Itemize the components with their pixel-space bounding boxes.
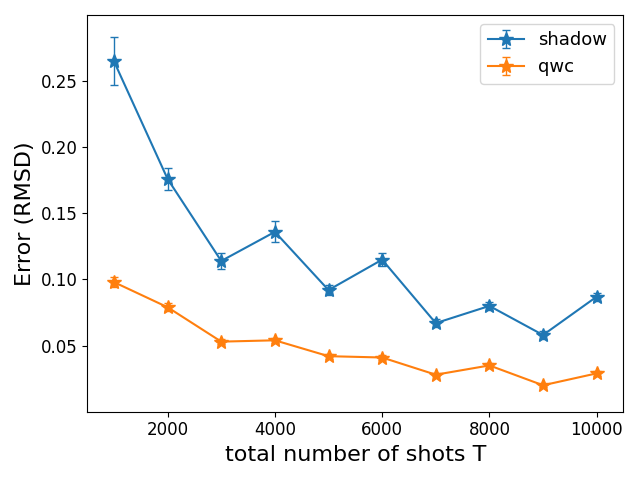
Legend: shadow, qwc: shadow, qwc xyxy=(481,24,614,84)
X-axis label: total number of shots T: total number of shots T xyxy=(225,445,486,465)
Y-axis label: Error (RMSD): Error (RMSD) xyxy=(15,141,35,286)
